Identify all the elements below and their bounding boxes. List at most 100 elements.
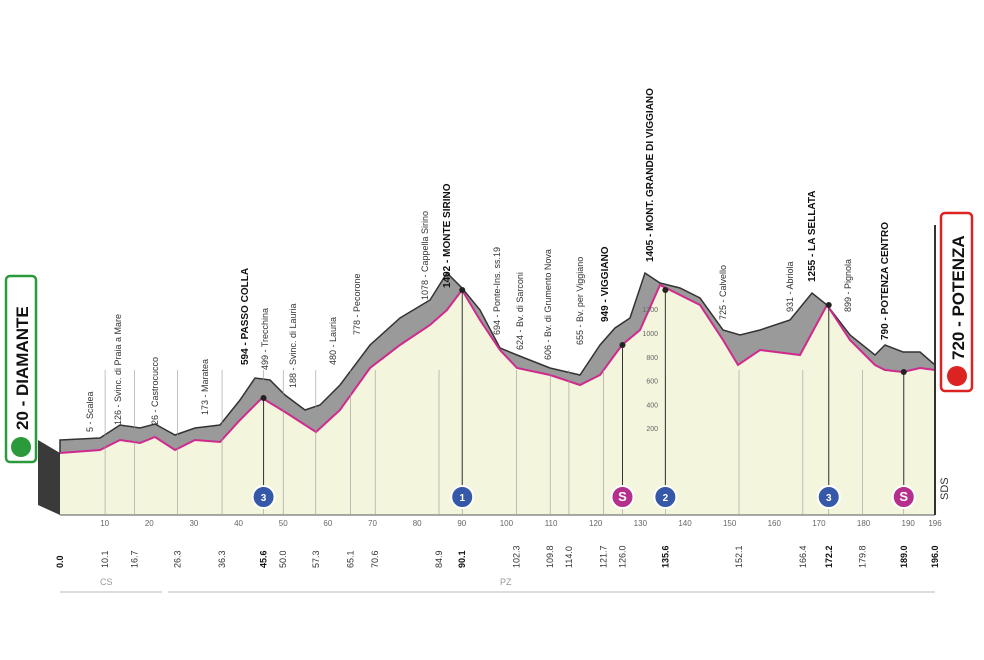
start-box — [4, 274, 38, 464]
marker-dot — [900, 369, 907, 375]
km-label: 50.0 — [278, 550, 288, 568]
marker — [816, 485, 841, 509]
waypoint-label: 1405 - MONT. GRANDE DI VIGGIANO — [645, 88, 656, 262]
axis-tick-label: 170 — [812, 519, 826, 528]
axis-tick-label: 80 — [413, 519, 422, 528]
altitude-tick-label: 800 — [646, 355, 658, 362]
brand: SDS — [939, 477, 951, 500]
waypoint-label: 26 - Castrocucco — [150, 357, 160, 425]
km-label: 121.7 — [598, 545, 608, 568]
waypoint-label: 480 - Lauria — [328, 317, 338, 365]
marker-dot — [662, 287, 669, 293]
waypoint-label: 173 - Maratea — [200, 359, 210, 415]
finish-box — [939, 211, 974, 393]
axis-tick-label: 50 — [279, 519, 288, 528]
axis-tick-label: 30 — [189, 519, 198, 528]
km-label: 10.1 — [100, 550, 110, 568]
marker — [891, 485, 916, 509]
waypoint-label: 949 - VIGGIANO — [600, 246, 611, 322]
waypoint-label: 778 - Pecorone — [352, 273, 362, 335]
marker-label: 2 — [663, 493, 669, 504]
axis-tick-label: 160 — [768, 519, 782, 528]
finish-label: 720 - POTENZA — [949, 235, 968, 360]
km-label: 102.3 — [512, 545, 522, 568]
region-label: CS — [100, 577, 113, 587]
km-label: 0.0 — [55, 555, 65, 568]
axis-tick-label: 190 — [902, 519, 916, 528]
axis-tick-label: 90 — [457, 519, 466, 528]
waypoint-label: 694 - Ponte-Ins. ss.19 — [492, 247, 502, 335]
waypoint-label: 1078 - Cappella Sirino — [420, 211, 430, 300]
marker-label: 1 — [459, 493, 465, 504]
km-label: 135.6 — [660, 545, 670, 568]
km-label: 166.4 — [798, 545, 808, 568]
waypoint-label: 126 - Svinc. di Praia a Mare — [113, 314, 123, 425]
axis-tick-label: 180 — [857, 519, 871, 528]
km-label: 57.3 — [311, 550, 321, 568]
finish-icon — [947, 366, 967, 386]
altitude-tick-label: 400 — [646, 402, 658, 409]
axis-tick-label: 60 — [323, 519, 332, 528]
start-block — [38, 440, 60, 515]
marker-dot — [260, 395, 267, 401]
km-label: 109.8 — [545, 545, 555, 568]
km-label: 36.3 — [217, 550, 227, 568]
road-line — [59, 283, 936, 454]
km-label: 90.1 — [457, 550, 467, 568]
region-label: PZ — [500, 577, 512, 587]
marker-label: 3 — [826, 493, 832, 504]
waypoint-label: 790 - POTENZA CENTRO — [880, 222, 891, 340]
marker-dot — [459, 287, 466, 293]
profile-fill — [60, 285, 935, 515]
axis-tick-label: 100 — [500, 519, 514, 528]
waypoint-label: 624 - Bv. di Sarconi — [515, 272, 525, 350]
waypoint-label: 188 - Svinc. di Lauria — [288, 303, 298, 388]
km-label: 45.6 — [259, 550, 269, 568]
km-label: 196.0 — [930, 545, 940, 568]
waypoint-label: 931 - Abriola — [785, 261, 795, 312]
marker — [450, 485, 475, 509]
marker — [251, 485, 276, 509]
km-label: 114.0 — [564, 546, 574, 568]
altitude-tick-label: 600 — [646, 379, 658, 386]
axis-tick-label: 10 — [100, 519, 109, 528]
waypoint-label: 1255 - LA SELLATA — [807, 191, 818, 283]
marker — [653, 485, 678, 509]
km-label: 26.3 — [172, 550, 182, 568]
axis-tick-label: 40 — [234, 519, 243, 528]
waypoint-label: 655 - Bv. per Viggiano — [575, 257, 585, 345]
km-label: 172.2 — [824, 545, 834, 568]
start-label: 20 - DIAMANTE — [13, 306, 32, 430]
axis-tick-label: 20 — [145, 519, 154, 528]
marker-label: S — [618, 489, 627, 504]
axis-tick-label: 196 — [928, 519, 942, 528]
axis-tick-label: 70 — [368, 519, 377, 528]
axis-tick-label: 130 — [634, 519, 648, 528]
waypoint-label: 594 - PASSO COLLA — [240, 268, 251, 365]
axis-tick-label: 140 — [678, 519, 692, 528]
altitude-tick-label: 200 — [646, 426, 658, 433]
axis-tick-label: 110 — [545, 519, 558, 528]
marker-dot — [619, 342, 626, 348]
km-label: 152.1 — [734, 545, 744, 568]
km-label: 189.0 — [899, 545, 909, 568]
km-label: 179.8 — [858, 545, 868, 568]
altitude-tick-label: 1000 — [642, 331, 658, 338]
km-label: 126.0 — [618, 545, 628, 568]
axis-tick-label: 120 — [589, 519, 603, 528]
km-label: 16.7 — [130, 550, 140, 568]
marker-label: S — [899, 489, 908, 504]
waypoint-label: 725 - Calvello — [718, 265, 728, 320]
waypoint-label: 899 - Pignola — [843, 259, 853, 312]
marker-label: 3 — [261, 493, 267, 504]
waypoint-label: 606 - Bv. di Grumento Nova — [543, 249, 553, 360]
waypoint-label: 499 - Trecchina — [260, 308, 270, 370]
marker-dot — [825, 302, 832, 308]
waypoint-label: 1402 - MONTE SIRINO — [442, 183, 453, 288]
marker — [610, 485, 635, 509]
axis-tick-label: 150 — [723, 519, 737, 528]
km-label: 70.6 — [370, 550, 380, 568]
km-label: 65.1 — [346, 550, 356, 568]
start-icon — [11, 437, 31, 457]
